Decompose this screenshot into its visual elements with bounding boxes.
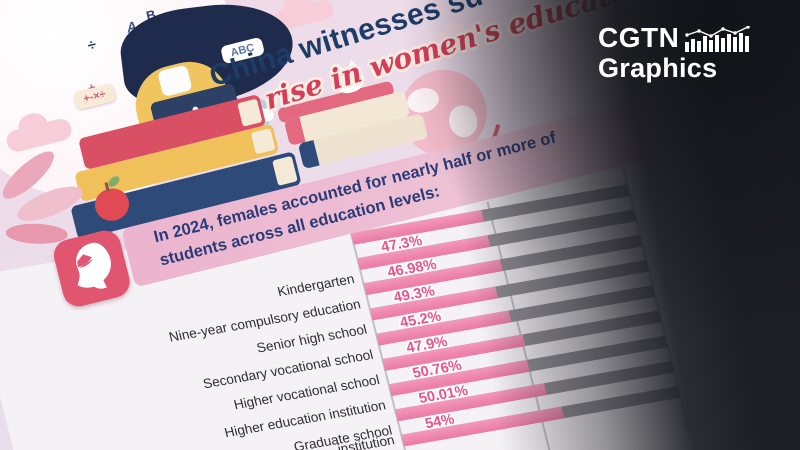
bar-chart-trend-icon (685, 26, 751, 52)
logo-text-graphics: Graphics (598, 53, 718, 83)
logo-text-cgtn: CGTN (598, 22, 680, 53)
cgtn-graphics-logo: CGTN Graphics (598, 24, 751, 82)
